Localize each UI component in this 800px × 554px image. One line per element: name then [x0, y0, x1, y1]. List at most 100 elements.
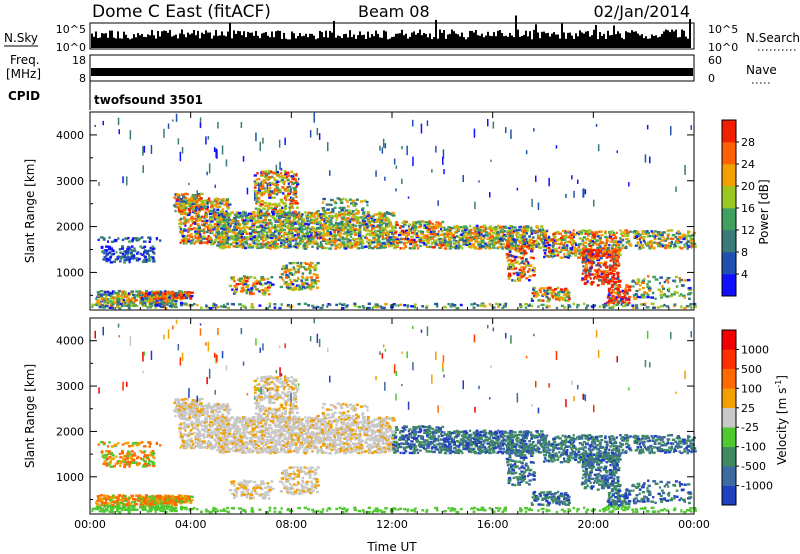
power-cell — [366, 210, 370, 214]
power-cell — [282, 210, 286, 214]
nsky-bar — [257, 35, 259, 48]
power-cell — [590, 265, 593, 268]
power-cell — [466, 241, 470, 244]
power-cell — [632, 295, 636, 298]
velocity-cell — [117, 442, 120, 445]
power-cell — [528, 303, 531, 306]
power-cell — [479, 242, 482, 245]
power-cell — [431, 246, 436, 249]
power-cell — [217, 231, 221, 234]
power-cell — [613, 295, 616, 299]
power-cell — [150, 304, 153, 308]
power-cell — [361, 246, 365, 249]
power-cell — [297, 212, 301, 216]
power-cell — [539, 238, 543, 241]
power-cell — [196, 219, 199, 222]
power-cell — [491, 242, 495, 245]
power-cell — [491, 306, 496, 309]
power-cell — [667, 290, 671, 293]
power-cell — [482, 229, 487, 232]
power-cell — [351, 210, 355, 213]
power-cell — [273, 227, 278, 230]
power-cell — [164, 295, 167, 299]
power-cell — [543, 230, 546, 234]
nsky-bar — [411, 32, 413, 48]
power-field — [91, 112, 697, 310]
power-cell — [623, 232, 627, 235]
power-cell — [225, 231, 229, 235]
power-cell — [557, 251, 560, 255]
power-cell — [296, 261, 300, 265]
power-cell — [566, 250, 571, 253]
power-scatter-cell — [406, 145, 408, 156]
power-cell — [646, 242, 651, 245]
power-cell — [326, 208, 330, 211]
power-cell — [266, 281, 270, 284]
power-cell — [286, 178, 290, 181]
power-cell — [520, 245, 523, 248]
power-cell — [625, 241, 630, 244]
nsky-bar — [181, 29, 183, 48]
power-cell — [444, 244, 449, 247]
velocity-cell — [127, 441, 130, 444]
power-cell — [304, 278, 309, 282]
power-cell — [378, 216, 381, 219]
power-cell — [192, 227, 196, 230]
nsky-bar — [159, 36, 161, 48]
power-cell — [393, 232, 397, 235]
power-cell — [192, 195, 197, 199]
power-cell — [100, 245, 104, 249]
power-cell — [408, 247, 413, 250]
power-scatter-cell — [505, 127, 507, 134]
power-cell — [554, 293, 558, 296]
power-cell — [311, 304, 315, 308]
power-cell — [368, 214, 371, 217]
power-cell — [334, 244, 339, 247]
power-cell — [180, 293, 184, 296]
power-scatter-cell — [443, 169, 445, 175]
power-cell — [279, 229, 284, 233]
power-cell — [363, 225, 366, 228]
power-cell — [285, 196, 288, 200]
power-cell — [518, 262, 521, 266]
nsky-bar — [527, 36, 529, 48]
power-cell — [205, 230, 209, 234]
power-cell — [583, 268, 588, 271]
power-cell — [196, 231, 200, 234]
nsky-bar — [245, 37, 247, 48]
power-cell — [541, 228, 544, 231]
power-scatter-cell — [129, 130, 132, 140]
power-cell — [446, 235, 450, 239]
power-cell — [415, 234, 420, 237]
power-cell — [128, 260, 131, 264]
power-cell — [129, 300, 132, 304]
power-cell — [280, 178, 285, 182]
power-cell — [293, 210, 297, 213]
nsky-bar — [173, 35, 175, 48]
power-cell — [544, 234, 547, 237]
power-cell — [508, 263, 511, 266]
power-cell — [113, 290, 116, 294]
power-cell — [290, 226, 294, 229]
power-cell — [284, 231, 288, 235]
nsky-right-tick-top: 10^5 — [708, 23, 738, 36]
velocity-cell — [105, 457, 110, 460]
power-cell — [478, 246, 483, 249]
nsky-bar — [97, 38, 99, 48]
power-cell — [381, 234, 384, 238]
power-cell — [544, 244, 547, 248]
nsky-bar — [273, 37, 275, 48]
power-cell — [404, 245, 408, 248]
power-cell — [593, 261, 596, 264]
power-cell — [406, 305, 409, 309]
power-cell — [260, 278, 263, 281]
power-cell — [117, 257, 120, 260]
power-cell — [577, 230, 581, 233]
power-cell — [470, 228, 473, 232]
power-cell — [288, 206, 292, 209]
power-cell — [389, 222, 392, 226]
power-scatter-cell — [375, 170, 377, 177]
power-cell — [518, 256, 522, 259]
power-cell — [233, 225, 236, 228]
nsearch-label: N.Search — [746, 31, 800, 45]
